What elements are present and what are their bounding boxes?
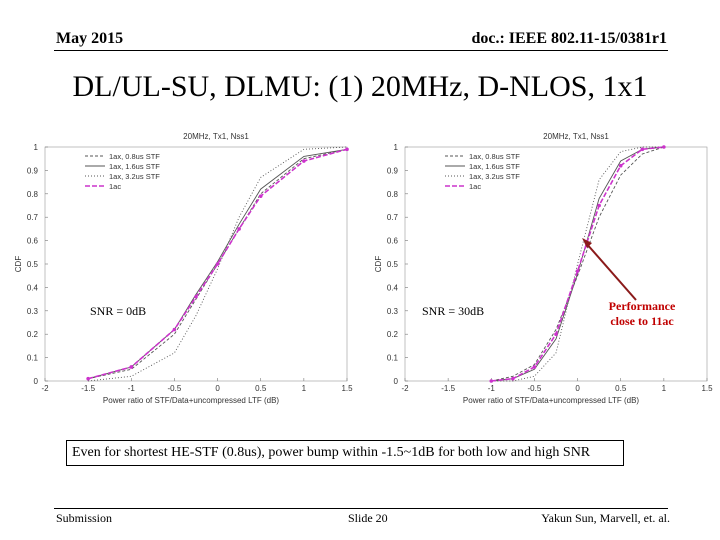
legend-entry: 1ax, 3.2us STF (469, 172, 520, 181)
legend-entry: 1ax, 1.6us STF (469, 162, 520, 171)
y-tick-label: 0.5 (27, 260, 39, 269)
x-tick-label: 0 (575, 384, 580, 393)
y-tick-label: 0.5 (387, 260, 399, 269)
y-tick-label: 0.4 (387, 283, 399, 292)
series-line (87, 148, 348, 380)
series-point (345, 147, 349, 152)
x-tick-label: 1 (662, 384, 667, 393)
series-point (662, 145, 666, 149)
callout-text: Performance close to 11ac (608, 299, 676, 328)
series-point (575, 269, 580, 273)
series-line (491, 146, 665, 382)
x-tick-label: -0.5 (528, 384, 542, 393)
series-point (215, 262, 220, 266)
x-tick-label: 0.5 (615, 384, 627, 393)
y-tick-label: 1 (394, 143, 399, 152)
header-doc-id: doc.: IEEE 802.11-15/0381r1 (471, 30, 667, 47)
x-tick-label: 0.5 (255, 384, 267, 393)
series-point (532, 365, 537, 369)
header-date: May 2015 (56, 30, 124, 47)
x-axis-label: Power ratio of STF/Data+uncompressed LTF… (463, 396, 639, 405)
y-tick-label: 0.1 (27, 354, 39, 363)
summary-note: Even for shortest HE-STF (0.8us), power … (66, 440, 624, 466)
series-point (511, 376, 515, 381)
series-point (129, 365, 134, 369)
footer-rule (54, 508, 668, 509)
footer-submission: Submission (56, 511, 113, 525)
cdf-plot-svg-right: 0 0.1 0.2 0.3 0.4 0.5 0.6 0.7 0.8 0.9 1 -2 -1.5 -1 -0.… (374, 132, 713, 405)
snr-label-left: SNR = 0dB (90, 304, 147, 318)
y-tick-label: 0 (394, 377, 399, 386)
y-tick-label: 0.3 (27, 307, 39, 316)
x-tick-label: 1.5 (701, 384, 713, 393)
header-rule (54, 50, 668, 51)
series-point (237, 227, 241, 231)
series-point (640, 147, 645, 152)
series-point (86, 376, 90, 381)
y-tick-label: 0.2 (387, 330, 399, 339)
chart-title: 20MHz, Tx1, Nss1 (543, 132, 609, 141)
snr-label-right: SNR = 30dB (422, 304, 485, 318)
y-tick-label: 0.2 (27, 330, 39, 339)
legend-entry: 1ax, 1.6us STF (109, 162, 160, 171)
series-point (554, 332, 558, 336)
y-tick-label: 0.8 (27, 190, 39, 199)
y-tick-label: 0.9 (387, 166, 399, 175)
x-tick-label: -2 (401, 384, 409, 393)
x-axis-label: Power ratio of STF/Data+uncompressed LTF… (103, 396, 279, 405)
y-tick-label: 0.6 (387, 237, 399, 246)
x-tick-label: -1.5 (81, 384, 95, 393)
x-tick-label: 1 (302, 384, 307, 393)
y-axis-label: CDF (374, 256, 383, 273)
x-tick-label: -2 (41, 384, 49, 393)
plot-area-frame (44, 146, 348, 382)
x-tick-label: -1.5 (441, 384, 455, 393)
cdf-plot-snr-0db: 0 0.1 0.2 0.3 0.4 0.5 0.6 0.7 0.8 0.9 1 -2 -1.5 -1 -0.… (0, 122, 360, 412)
y-tick-label: 0.7 (27, 213, 39, 222)
series-point (172, 327, 177, 332)
cdf-plot-svg-left: 0 0.1 0.2 0.3 0.4 0.5 0.6 0.7 0.8 0.9 1 -2 -1.5 -1 -0.… (14, 132, 353, 405)
y-tick-label: 0.6 (27, 237, 39, 246)
series-point (597, 203, 601, 208)
legend-entry: 1ax, 0.8us STF (469, 152, 520, 161)
y-tick-label: 0.9 (27, 166, 39, 175)
series-line (491, 146, 664, 382)
legend-entry: 1ax, 3.2us STF (109, 172, 160, 181)
footer-slide-number: Slide 20 (348, 511, 388, 525)
y-tick-label: 0.1 (387, 354, 399, 363)
y-tick-label: 0.8 (387, 190, 399, 199)
cdf-plot-snr-30db: 0 0.1 0.2 0.3 0.4 0.5 0.6 0.7 0.8 0.9 1 -2 -1.5 -1 -0.… (360, 122, 720, 412)
series-point (618, 163, 623, 168)
series-point (302, 159, 306, 163)
legend-entry: 1ax, 0.8us STF (109, 152, 160, 161)
footer-authors: Yakun Sun, Marvell, et. al. (541, 511, 670, 525)
y-tick-label: 0 (34, 377, 39, 386)
series-line (491, 146, 664, 382)
y-tick-label: 1 (34, 143, 39, 152)
legend-entry: 1ac (469, 182, 481, 191)
x-tick-label: -1 (128, 384, 136, 393)
legend-entry: 1ac (109, 182, 121, 191)
series-point (194, 294, 198, 299)
plot-area-frame (404, 146, 708, 382)
x-tick-label: -1 (488, 384, 496, 393)
x-tick-label: 1.5 (341, 384, 353, 393)
y-tick-label: 0.4 (27, 283, 39, 292)
slide-title: DL/UL-SU, DLMU: (1) 20MHz, D-NLOS, 1x1 (72, 70, 648, 103)
y-axis-label: CDF (14, 256, 23, 273)
x-tick-label: -0.5 (168, 384, 182, 393)
series-point (489, 379, 494, 383)
y-tick-label: 0.7 (387, 213, 399, 222)
series-line (491, 146, 664, 382)
x-tick-label: 0 (215, 384, 220, 393)
chart-title: 20MHz, Tx1, Nss1 (183, 132, 249, 141)
series-point (258, 194, 263, 198)
y-tick-label: 0.3 (387, 307, 399, 316)
